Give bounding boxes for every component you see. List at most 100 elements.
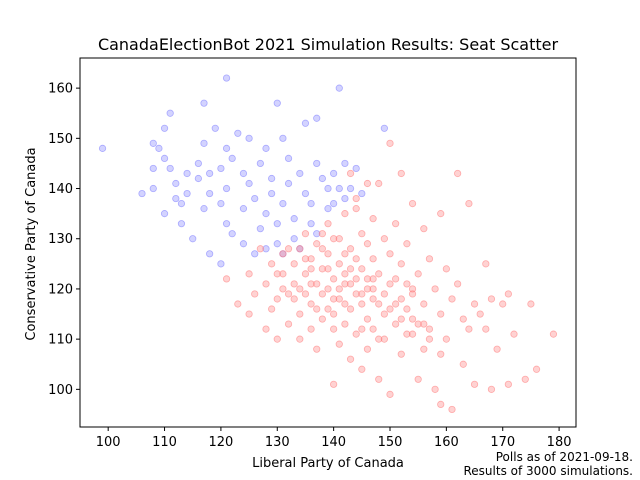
scatter-point (346, 169, 355, 178)
scatter-point (459, 315, 467, 323)
x-tick-label: 170 (490, 435, 515, 450)
scatter-point (352, 255, 360, 263)
scatter-point (268, 305, 276, 313)
scatter-point (211, 124, 219, 132)
y-tick-label: 130 (48, 232, 73, 247)
scatter-point (341, 159, 349, 168)
scatter-point (245, 270, 253, 278)
scatter-point (330, 235, 338, 243)
y-tick-label: 160 (48, 82, 73, 97)
scatter-point (414, 270, 422, 278)
scatter-point (442, 335, 450, 343)
scatter-point (397, 350, 405, 358)
scatter-point (222, 275, 231, 283)
scatter-point (239, 205, 248, 213)
scatter-point (324, 285, 332, 293)
scatter-point (369, 215, 377, 223)
scatter-point (375, 335, 383, 343)
scatter-point (363, 179, 372, 188)
scatter-point (386, 390, 394, 398)
scatter-point (160, 124, 169, 132)
scatter-point (420, 300, 428, 308)
scatter-point (279, 199, 287, 208)
scatter-point (527, 300, 535, 308)
scatter-point (352, 275, 360, 283)
scatter-point (470, 300, 479, 308)
scatter-point (352, 290, 360, 298)
scatter-point (200, 99, 208, 107)
scatter-point (330, 199, 338, 208)
scatter-point (499, 300, 507, 308)
scatter-point (487, 385, 496, 393)
scatter-point (166, 109, 174, 117)
scatter-point (166, 164, 174, 173)
scatter-point (301, 230, 310, 238)
scatter-point (380, 235, 388, 243)
scatter-point (307, 220, 315, 228)
scatter-point (363, 315, 372, 323)
scatter-point (346, 355, 355, 363)
scatter-point (273, 220, 281, 228)
y-tick-label: 150 (48, 132, 73, 147)
scatter-point (262, 210, 270, 218)
x-tick-label: 100 (96, 435, 121, 450)
scatter-point (437, 400, 445, 409)
scatter-point (363, 275, 372, 283)
scatter-point (273, 240, 281, 248)
scatter-point (290, 295, 298, 303)
scatter-point (335, 295, 343, 303)
scatter-point (425, 335, 434, 343)
scatter-point (330, 295, 338, 303)
scatter-point (160, 154, 169, 163)
scatter-point (324, 184, 332, 193)
scatter-point (172, 179, 180, 188)
scatter-point (392, 300, 400, 308)
x-tick-label: 180 (547, 435, 572, 450)
scatter-point (454, 280, 462, 288)
scatter-point (425, 325, 434, 333)
scatter-point (369, 325, 377, 333)
scatter-point (330, 310, 338, 318)
scatter-point (155, 144, 163, 152)
scatter-point (307, 280, 315, 288)
scatter-point (301, 270, 310, 278)
scatter-point (313, 159, 321, 168)
scatter-point (408, 199, 417, 208)
scatter-point (301, 119, 310, 127)
scatter-point (268, 260, 276, 268)
scatter-point (296, 285, 304, 293)
scatter-point (346, 265, 355, 273)
scatter-point (284, 320, 293, 328)
scatter-point (268, 174, 276, 183)
x-tick-label: 150 (378, 435, 403, 450)
scatter-point (420, 345, 428, 353)
scatter-point (420, 320, 428, 328)
scatter-point (346, 245, 355, 253)
scatter-point (318, 174, 326, 183)
scatter-point (341, 300, 349, 308)
y-axis-label: Conservative Party of Canada (24, 147, 39, 340)
scatter-point (369, 275, 377, 283)
y-axis-ticks: 100 110 120 130 140 150 160 (48, 82, 80, 398)
scatter-point (149, 139, 157, 147)
scatter-point (408, 290, 417, 298)
scatter-point (358, 325, 366, 333)
x-axis-label: Liberal Party of Canada (252, 456, 404, 471)
scatter-point (194, 174, 202, 183)
scatter-point (200, 205, 208, 213)
scatter-point (476, 310, 484, 318)
scatter-point (335, 340, 343, 348)
x-tick-label: 140 (321, 435, 346, 450)
scatter-point (341, 194, 349, 203)
scatter-point (262, 325, 270, 333)
scatter-point (363, 240, 372, 248)
scatter-point (386, 280, 394, 288)
y-tick-label: 120 (48, 282, 73, 297)
scatter-point (279, 250, 287, 258)
scatter-point (437, 210, 445, 218)
scatter-point (358, 230, 366, 238)
scatter-point (262, 144, 270, 152)
scatter-point (330, 380, 338, 388)
scatter-point (284, 245, 293, 253)
scatter-point (375, 270, 383, 278)
